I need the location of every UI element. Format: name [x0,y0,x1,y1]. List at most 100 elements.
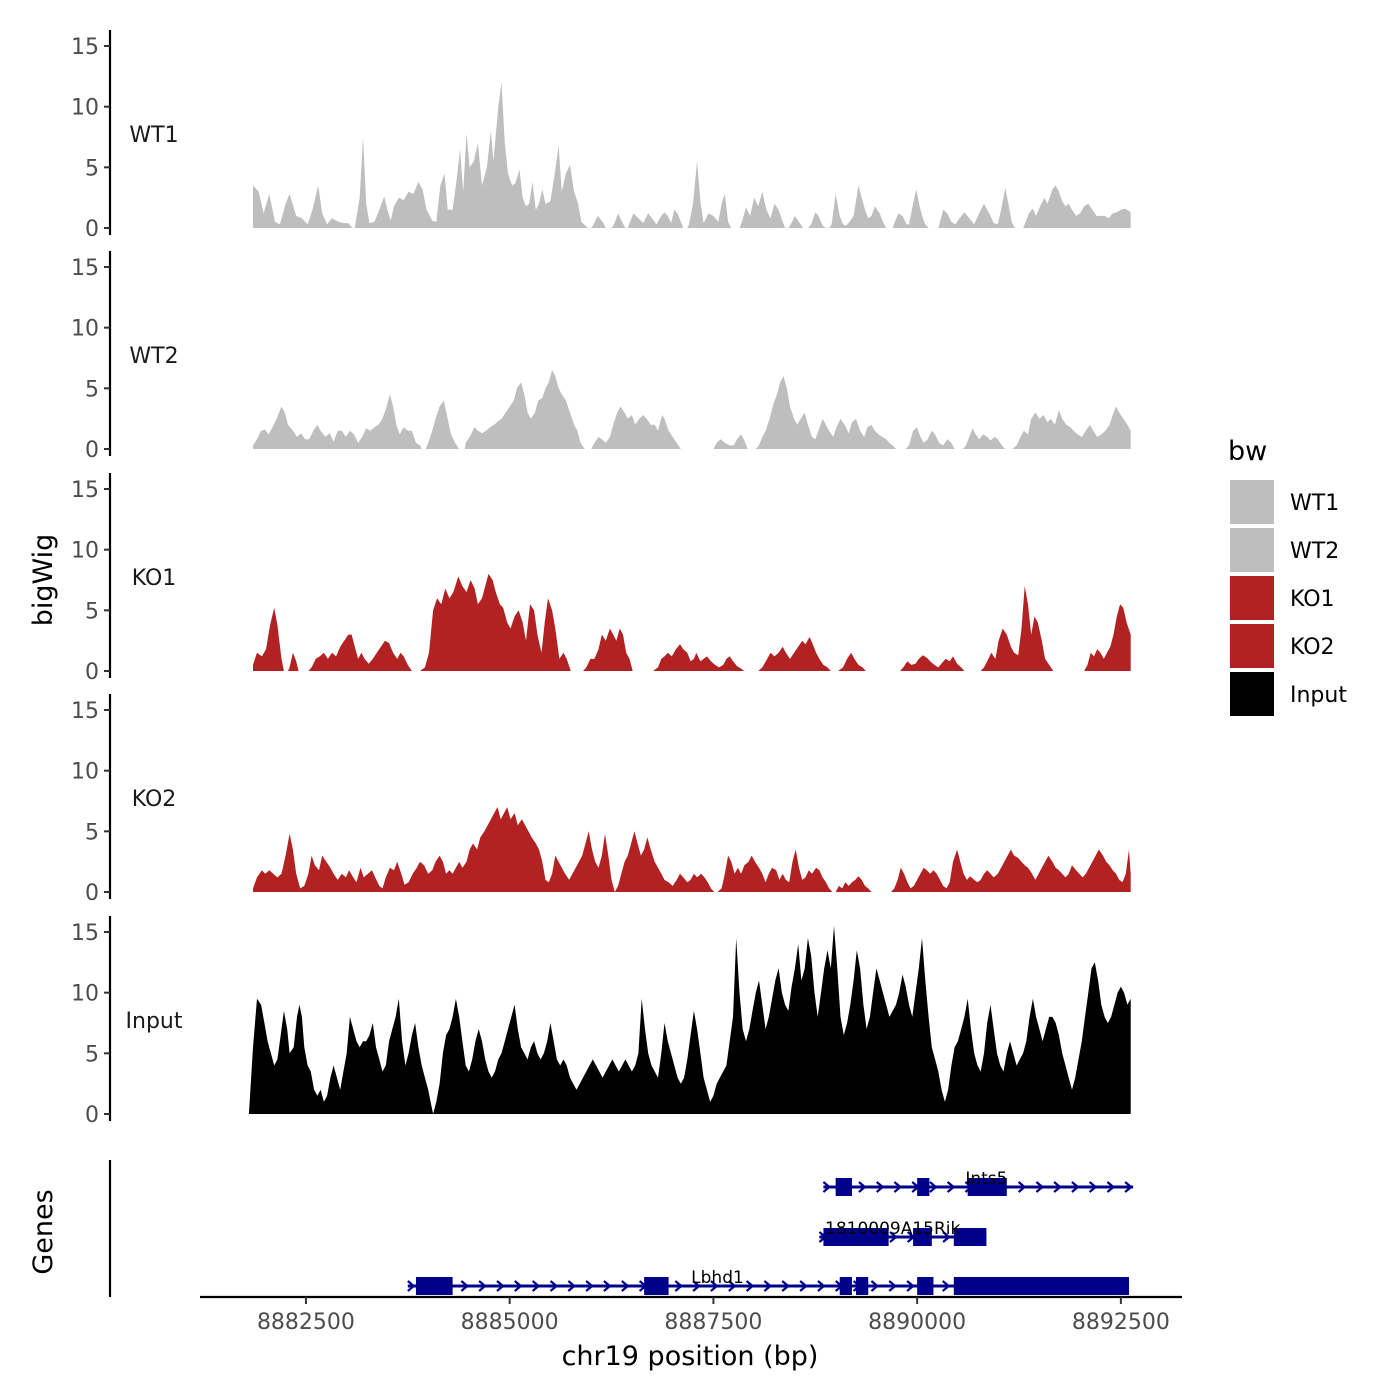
strand-chevron [858,1181,867,1193]
x-tick-label: 8882500 [257,1310,355,1335]
gene-exon [917,1277,934,1295]
track-panel-WT2: 0 5 10 15 WT2 [71,251,1131,463]
x-axis-title: chr19 position (bp) [562,1341,819,1372]
legend-swatch [1230,624,1274,668]
strand-chevron [763,1280,773,1292]
strand-chevron [1088,1181,1098,1193]
strand-chevron [822,1181,832,1193]
strand-chevron [728,1280,737,1292]
track-label-WT1: WT1 [129,123,178,148]
gene-exon [917,1178,930,1196]
strand-chevron [888,1280,897,1292]
legend-item-KO1: KO1 [1230,576,1335,620]
strand-chevron [478,1280,487,1292]
strand-chevron [1053,1181,1062,1193]
gene-exon [953,1228,987,1246]
track-panel-WT1: 0 5 10 15 WT1 [71,30,1131,242]
legend-item-WT1: WT1 [1230,480,1339,524]
strand-chevron [1017,1181,1027,1193]
y-axis-title: bigWig [28,534,59,627]
track-area-KO1 [253,573,1131,671]
strand-chevron [567,1280,577,1292]
legend-items: WT1 WT2 KO1 KO2 Input [1230,480,1347,716]
strand-chevron [889,1231,898,1243]
x-tick-label: 8892500 [1072,1310,1170,1335]
strand-chevron [745,1280,755,1292]
strand-chevron [603,1280,612,1292]
y-tick-label: 0 [85,438,99,463]
tracks-layer: 0 5 10 15 WT1 0 5 10 15 WT2 0 5 10 15 KO1 0 5 10 15 KO2 0 5 10… [71,30,1131,1128]
genes-layer: Ints5 1810009A15Rik Lbhd1 [108,1160,1134,1297]
gene-Ints5: Ints5 [822,1169,1134,1196]
track-label-KO1: KO1 [132,566,177,591]
y-tick-label: 15 [71,478,99,503]
legend: bw WT1 WT2 KO1 KO2 Input [1228,436,1347,716]
strand-chevron [1071,1181,1080,1193]
strand-chevron [1124,1181,1133,1193]
gene-label-1810009A15Rik: 1810009A15Rik [825,1219,961,1239]
y-tick-label: 0 [85,1103,99,1128]
strand-chevron [781,1280,790,1292]
strand-chevron [1106,1181,1116,1193]
gene-exon [823,1228,889,1246]
legend-label: WT2 [1290,539,1339,564]
y-tick-label: 10 [71,539,99,564]
legend-item-KO2: KO2 [1230,624,1335,668]
y-tick-label: 15 [71,256,99,281]
legend-swatch [1230,672,1274,716]
y-tick-label: 5 [85,377,99,402]
y-tick-label: 15 [71,35,99,60]
legend-item-Input: Input [1230,672,1347,716]
gene-label-Ints5: Ints5 [965,1169,1007,1189]
y-tick-label: 10 [71,760,99,785]
legend-item-WT2: WT2 [1230,528,1339,572]
legend-label: KO1 [1290,587,1335,612]
track-panel-KO1: 0 5 10 15 KO1 [71,473,1131,685]
strand-chevron [929,1181,938,1193]
y-tick-label: 10 [71,317,99,342]
track-area-WT1 [253,82,1131,229]
y-tick-label: 5 [85,599,99,624]
strand-chevron [710,1280,719,1292]
strand-chevron [870,1280,880,1292]
legend-label: Input [1290,683,1347,708]
track-area-Input [248,925,1131,1114]
gene-exon [856,1277,869,1295]
strand-chevron [692,1280,701,1292]
legend-title: bw [1228,436,1267,467]
y-tick-label: 15 [71,699,99,724]
track-panel-KO2: 0 5 10 15 KO2 [71,694,1131,906]
legend-label: KO2 [1290,635,1335,660]
strand-chevron [496,1280,505,1292]
strand-chevron [460,1280,470,1292]
track-area-KO2 [253,807,1131,892]
legend-swatch [1230,480,1274,524]
legend-swatch [1230,576,1274,620]
gene-exon [913,1228,932,1246]
gene-exon [835,1178,852,1196]
y-tick-label: 5 [85,820,99,845]
track-label-WT2: WT2 [129,344,178,369]
legend-swatch [1230,528,1274,572]
strand-chevron [946,1181,956,1193]
strand-chevron [799,1280,808,1292]
y-tick-label: 10 [71,982,99,1007]
gene-exon [967,1178,1007,1196]
gene-1810009A15Rik: 1810009A15Rik [818,1219,987,1246]
strand-chevron [621,1280,630,1292]
legend-label: WT1 [1290,491,1339,516]
track-area-WT2 [253,370,1131,449]
gene-Lbhd1: Lbhd1 [407,1268,1130,1295]
strand-chevron [906,1280,915,1292]
strand-chevron [1035,1181,1045,1193]
y-tick-label: 0 [85,881,99,906]
strand-chevron [585,1280,594,1292]
strand-chevron [674,1280,684,1292]
strand-chevron [407,1280,416,1292]
strand-chevron [875,1181,885,1193]
strand-chevron [942,1231,951,1243]
track-label-Input: Input [126,1009,183,1034]
gene-label-Lbhd1: Lbhd1 [691,1268,744,1288]
y-tick-label: 0 [85,217,99,242]
